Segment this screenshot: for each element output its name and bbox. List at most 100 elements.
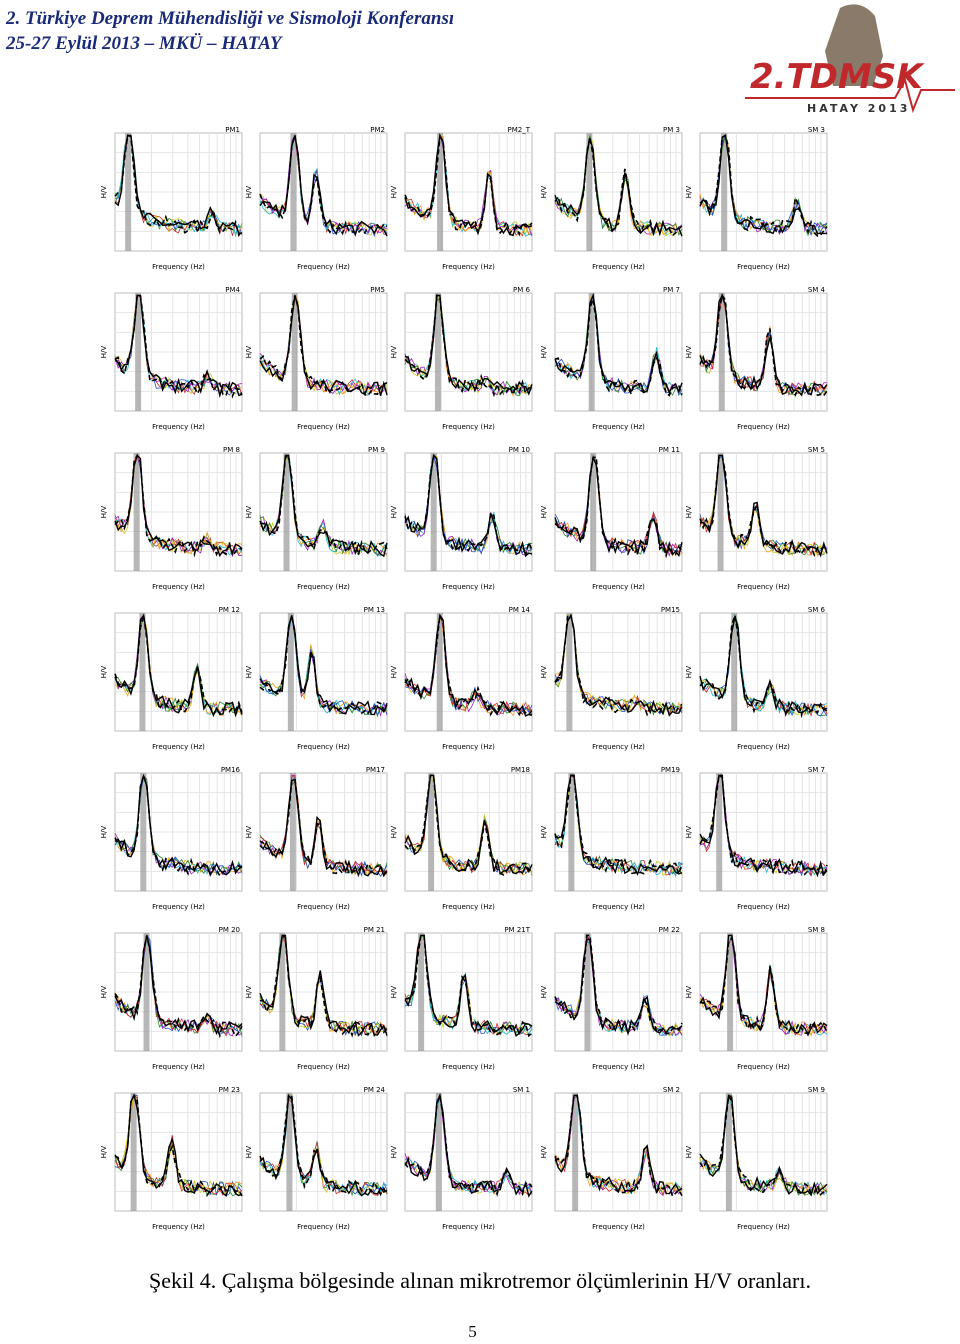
logo-wave — [745, 77, 955, 114]
peak-band — [287, 613, 294, 731]
hv-curve — [259, 454, 388, 558]
peak-band — [590, 453, 597, 571]
x-axis-label: Frequency (Hz) — [297, 1223, 350, 1231]
hv-curve — [699, 935, 828, 1035]
x-axis-label: Frequency (Hz) — [592, 743, 645, 751]
x-axis-label: Frequency (Hz) — [737, 583, 790, 591]
y-axis-label: H/V — [100, 186, 108, 199]
hv-curve — [114, 454, 243, 558]
hv-curve — [114, 935, 243, 1036]
hv-panel: PM 7 H/V Frequency (Hz) — [540, 286, 683, 431]
hv-curve — [114, 1093, 243, 1198]
panel-label: PM 21T — [504, 926, 530, 934]
hv-panel: SM 4 H/V Frequency (Hz) — [685, 286, 828, 431]
page-number: 5 — [468, 1322, 477, 1341]
y-axis-label: H/V — [540, 346, 548, 359]
panel-label: SM 1 — [513, 1086, 530, 1094]
hv-curve — [259, 615, 388, 716]
hv-panel: PM2 H/V Frequency (Hz) — [245, 126, 388, 271]
hv-panel: PM18 H/V Frequency (Hz) — [390, 766, 533, 911]
panel-label: PM15 — [661, 606, 680, 614]
hv-curve — [259, 135, 388, 237]
figure: PM1 H/V Frequency (Hz) PM2 H/V Frequency (Hz)… — [100, 126, 828, 1231]
hv-panel: PM 21T H/V Frequency (Hz) — [390, 926, 533, 1071]
hv-curve — [259, 1093, 388, 1197]
peak-band — [434, 293, 441, 411]
panel-label: SM 9 — [808, 1086, 825, 1094]
panel-label: PM2 — [370, 126, 385, 134]
hv-curve — [699, 293, 828, 397]
hv-panel: PM5 H/V Frequency (Hz) — [245, 286, 388, 431]
y-axis-label: H/V — [245, 826, 253, 839]
peak-band — [130, 1093, 137, 1211]
hv-curve — [114, 134, 243, 238]
hv-panel: PM19 H/V Frequency (Hz) — [540, 766, 683, 911]
x-axis-label: Frequency (Hz) — [737, 263, 790, 271]
y-axis-label: H/V — [390, 986, 398, 999]
panel-label: PM 10 — [509, 446, 530, 454]
peak-band — [725, 1093, 732, 1211]
hv-panel: PM 9 H/V Frequency (Hz) — [245, 446, 388, 591]
x-axis-label: Frequency (Hz) — [442, 1223, 495, 1231]
x-axis-label: Frequency (Hz) — [152, 423, 205, 431]
hv-panel: PM 10 H/V Frequency (Hz) — [390, 446, 533, 591]
hv-panel: PM2_T H/V Frequency (Hz) — [390, 126, 533, 271]
panel-label: SM 5 — [808, 446, 825, 454]
y-axis-label: H/V — [100, 826, 108, 839]
panel-label: PM1 — [225, 126, 240, 134]
hv-panel: SM 7 H/V Frequency (Hz) — [685, 766, 828, 911]
peak-band — [718, 293, 725, 411]
y-axis-label: H/V — [540, 506, 548, 519]
y-axis-label: H/V — [245, 1146, 253, 1159]
hv-curve — [554, 138, 683, 237]
hv-curve — [404, 774, 533, 876]
x-axis-label: Frequency (Hz) — [297, 423, 350, 431]
y-axis-label: H/V — [100, 506, 108, 519]
hv-panel: PM 14 H/V Frequency (Hz) — [390, 606, 533, 751]
peak-band — [716, 773, 723, 891]
x-axis-label: Frequency (Hz) — [152, 743, 205, 751]
x-axis-label: Frequency (Hz) — [737, 423, 790, 431]
hv-curve — [699, 934, 828, 1037]
x-axis-label: Frequency (Hz) — [592, 423, 645, 431]
hv-panel: PM17 H/V Frequency (Hz) — [245, 766, 388, 911]
panel-label: PM 21 — [364, 926, 385, 934]
panel-label: PM 14 — [509, 606, 531, 614]
peak-band — [586, 133, 593, 251]
y-axis-label: H/V — [390, 666, 398, 679]
hv-curve — [114, 615, 243, 716]
hv-curve — [404, 294, 533, 396]
hv-curve — [699, 1094, 828, 1197]
peak-band — [286, 1093, 293, 1211]
hv-panel: PM 23 H/V Frequency (Hz) — [100, 1086, 243, 1231]
hv-curve — [554, 298, 683, 397]
logo-place: HATAY 2013 — [807, 102, 910, 115]
panel-label: PM 8 — [223, 446, 240, 454]
peak-band — [283, 453, 290, 571]
y-axis-label: H/V — [540, 826, 548, 839]
panel-label: PM16 — [221, 766, 241, 774]
hv-panel: PM4 H/V Frequency (Hz) — [100, 286, 243, 431]
y-axis-label: H/V — [685, 186, 693, 199]
panel-label: PM 9 — [368, 446, 385, 454]
y-axis-label: H/V — [685, 986, 693, 999]
y-axis-label: H/V — [245, 186, 253, 199]
panel-label: PM19 — [661, 766, 680, 774]
hv-panel: PM 6 H/V Frequency (Hz) — [390, 286, 533, 431]
peak-band — [143, 933, 150, 1051]
hv-curve — [114, 773, 243, 877]
y-axis-label: H/V — [100, 666, 108, 679]
hv-panel: SM 3 H/V Frequency (Hz) — [685, 126, 828, 271]
x-axis-label: Frequency (Hz) — [592, 583, 645, 591]
hv-curve — [699, 774, 828, 879]
peak-band — [289, 773, 296, 891]
hv-panel: SM 1 H/V Frequency (Hz) — [390, 1086, 533, 1231]
panel-label: PM 7 — [663, 286, 680, 294]
panel-label: PM2_T — [508, 126, 531, 134]
hv-curve — [554, 938, 683, 1036]
panel-label: PM4 — [225, 286, 240, 294]
hv-curve — [554, 456, 683, 555]
panel-label: PM 12 — [219, 606, 240, 614]
peak-band — [436, 613, 443, 731]
